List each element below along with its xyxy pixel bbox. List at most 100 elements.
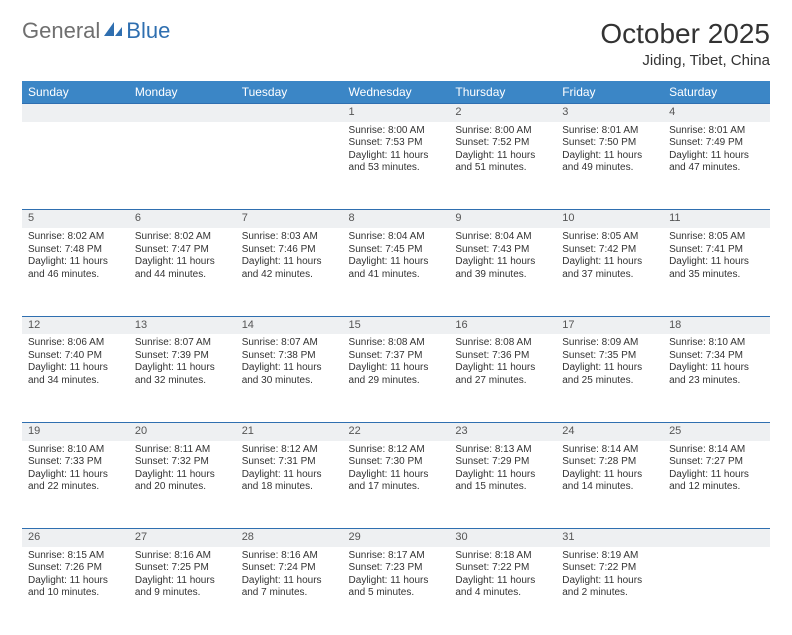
day-number-cell: 30 bbox=[449, 529, 556, 547]
day-number-cell: 15 bbox=[343, 316, 450, 334]
day-number-row: 19202122232425 bbox=[22, 422, 770, 440]
day-day2: and 2 minutes. bbox=[562, 587, 657, 600]
day-day2: and 53 minutes. bbox=[349, 162, 444, 175]
day-day1: Daylight: 11 hours bbox=[349, 150, 444, 163]
day-sunrise: Sunrise: 8:02 AM bbox=[135, 231, 230, 244]
day-day2: and 10 minutes. bbox=[28, 587, 123, 600]
day-sunrise: Sunrise: 8:13 AM bbox=[455, 444, 550, 457]
day-sunset: Sunset: 7:26 PM bbox=[28, 562, 123, 575]
day-number-cell bbox=[22, 104, 129, 122]
day-cell: Sunrise: 8:02 AMSunset: 7:48 PMDaylight:… bbox=[22, 228, 129, 316]
day-number-cell: 17 bbox=[556, 316, 663, 334]
day-day2: and 44 minutes. bbox=[135, 269, 230, 282]
day-sunset: Sunset: 7:47 PM bbox=[135, 244, 230, 257]
day-number-cell: 11 bbox=[663, 210, 770, 228]
day-sunset: Sunset: 7:48 PM bbox=[28, 244, 123, 257]
day-cell: Sunrise: 8:05 AMSunset: 7:42 PMDaylight:… bbox=[556, 228, 663, 316]
day-sunrise: Sunrise: 8:16 AM bbox=[135, 550, 230, 563]
day-sunset: Sunset: 7:24 PM bbox=[242, 562, 337, 575]
day-sunrise: Sunrise: 8:18 AM bbox=[455, 550, 550, 563]
day-sunrise: Sunrise: 8:11 AM bbox=[135, 444, 230, 457]
day-sunrise: Sunrise: 8:08 AM bbox=[349, 337, 444, 350]
day-cell: Sunrise: 8:10 AMSunset: 7:34 PMDaylight:… bbox=[663, 334, 770, 422]
day-cell: Sunrise: 8:06 AMSunset: 7:40 PMDaylight:… bbox=[22, 334, 129, 422]
day-day2: and 41 minutes. bbox=[349, 269, 444, 282]
day-sunset: Sunset: 7:27 PM bbox=[669, 456, 764, 469]
day-day1: Daylight: 11 hours bbox=[242, 469, 337, 482]
day-sunset: Sunset: 7:46 PM bbox=[242, 244, 337, 257]
weekday-header: Tuesday bbox=[236, 81, 343, 104]
page-title: October 2025 bbox=[600, 18, 770, 50]
day-sunrise: Sunrise: 8:00 AM bbox=[455, 125, 550, 138]
day-number-cell: 22 bbox=[343, 422, 450, 440]
day-day2: and 15 minutes. bbox=[455, 481, 550, 494]
weekday-header: Saturday bbox=[663, 81, 770, 104]
day-day1: Daylight: 11 hours bbox=[349, 362, 444, 375]
day-sunset: Sunset: 7:38 PM bbox=[242, 350, 337, 363]
day-cell: Sunrise: 8:03 AMSunset: 7:46 PMDaylight:… bbox=[236, 228, 343, 316]
day-sunset: Sunset: 7:22 PM bbox=[562, 562, 657, 575]
day-day1: Daylight: 11 hours bbox=[455, 575, 550, 588]
day-cell: Sunrise: 8:10 AMSunset: 7:33 PMDaylight:… bbox=[22, 441, 129, 529]
day-day1: Daylight: 11 hours bbox=[135, 362, 230, 375]
day-cell: Sunrise: 8:01 AMSunset: 7:50 PMDaylight:… bbox=[556, 122, 663, 210]
day-cell: Sunrise: 8:15 AMSunset: 7:26 PMDaylight:… bbox=[22, 547, 129, 635]
day-day2: and 12 minutes. bbox=[669, 481, 764, 494]
day-number-cell: 1 bbox=[343, 104, 450, 122]
day-day2: and 23 minutes. bbox=[669, 375, 764, 388]
day-day2: and 39 minutes. bbox=[455, 269, 550, 282]
day-sunrise: Sunrise: 8:05 AM bbox=[669, 231, 764, 244]
day-sunset: Sunset: 7:41 PM bbox=[669, 244, 764, 257]
day-cell: Sunrise: 8:07 AMSunset: 7:39 PMDaylight:… bbox=[129, 334, 236, 422]
day-cell bbox=[663, 547, 770, 635]
day-number-row: 1234 bbox=[22, 104, 770, 122]
day-cell: Sunrise: 8:14 AMSunset: 7:28 PMDaylight:… bbox=[556, 441, 663, 529]
day-sunrise: Sunrise: 8:12 AM bbox=[349, 444, 444, 457]
day-day2: and 29 minutes. bbox=[349, 375, 444, 388]
day-cell: Sunrise: 8:11 AMSunset: 7:32 PMDaylight:… bbox=[129, 441, 236, 529]
weekday-header-row: Sunday Monday Tuesday Wednesday Thursday… bbox=[22, 81, 770, 104]
day-number-cell: 31 bbox=[556, 529, 663, 547]
day-day1: Daylight: 11 hours bbox=[562, 256, 657, 269]
day-day1: Daylight: 11 hours bbox=[669, 256, 764, 269]
day-number-cell: 3 bbox=[556, 104, 663, 122]
day-sunrise: Sunrise: 8:09 AM bbox=[562, 337, 657, 350]
weekday-header: Sunday bbox=[22, 81, 129, 104]
day-day1: Daylight: 11 hours bbox=[669, 150, 764, 163]
day-sunset: Sunset: 7:49 PM bbox=[669, 137, 764, 150]
day-cell: Sunrise: 8:09 AMSunset: 7:35 PMDaylight:… bbox=[556, 334, 663, 422]
day-sunset: Sunset: 7:31 PM bbox=[242, 456, 337, 469]
day-number-cell: 25 bbox=[663, 422, 770, 440]
day-sunset: Sunset: 7:53 PM bbox=[349, 137, 444, 150]
day-number-cell: 26 bbox=[22, 529, 129, 547]
day-sunset: Sunset: 7:37 PM bbox=[349, 350, 444, 363]
day-sunrise: Sunrise: 8:00 AM bbox=[349, 125, 444, 138]
logo: General Blue bbox=[22, 18, 170, 44]
day-sunset: Sunset: 7:45 PM bbox=[349, 244, 444, 257]
day-sunset: Sunset: 7:32 PM bbox=[135, 456, 230, 469]
day-sunrise: Sunrise: 8:15 AM bbox=[28, 550, 123, 563]
day-content-row: Sunrise: 8:10 AMSunset: 7:33 PMDaylight:… bbox=[22, 441, 770, 529]
day-cell: Sunrise: 8:13 AMSunset: 7:29 PMDaylight:… bbox=[449, 441, 556, 529]
day-cell: Sunrise: 8:16 AMSunset: 7:24 PMDaylight:… bbox=[236, 547, 343, 635]
day-day2: and 46 minutes. bbox=[28, 269, 123, 282]
day-day1: Daylight: 11 hours bbox=[455, 469, 550, 482]
day-day1: Daylight: 11 hours bbox=[562, 362, 657, 375]
day-number-cell: 7 bbox=[236, 210, 343, 228]
day-sunrise: Sunrise: 8:17 AM bbox=[349, 550, 444, 563]
day-cell: Sunrise: 8:08 AMSunset: 7:37 PMDaylight:… bbox=[343, 334, 450, 422]
day-number-cell: 24 bbox=[556, 422, 663, 440]
day-cell: Sunrise: 8:08 AMSunset: 7:36 PMDaylight:… bbox=[449, 334, 556, 422]
day-day1: Daylight: 11 hours bbox=[135, 256, 230, 269]
day-day1: Daylight: 11 hours bbox=[242, 256, 337, 269]
day-number-cell: 10 bbox=[556, 210, 663, 228]
day-cell: Sunrise: 8:04 AMSunset: 7:45 PMDaylight:… bbox=[343, 228, 450, 316]
day-sunrise: Sunrise: 8:04 AM bbox=[455, 231, 550, 244]
day-day2: and 14 minutes. bbox=[562, 481, 657, 494]
day-sunrise: Sunrise: 8:01 AM bbox=[669, 125, 764, 138]
day-number-cell: 18 bbox=[663, 316, 770, 334]
day-cell: Sunrise: 8:17 AMSunset: 7:23 PMDaylight:… bbox=[343, 547, 450, 635]
day-number-cell: 16 bbox=[449, 316, 556, 334]
day-cell: Sunrise: 8:12 AMSunset: 7:30 PMDaylight:… bbox=[343, 441, 450, 529]
day-cell bbox=[129, 122, 236, 210]
